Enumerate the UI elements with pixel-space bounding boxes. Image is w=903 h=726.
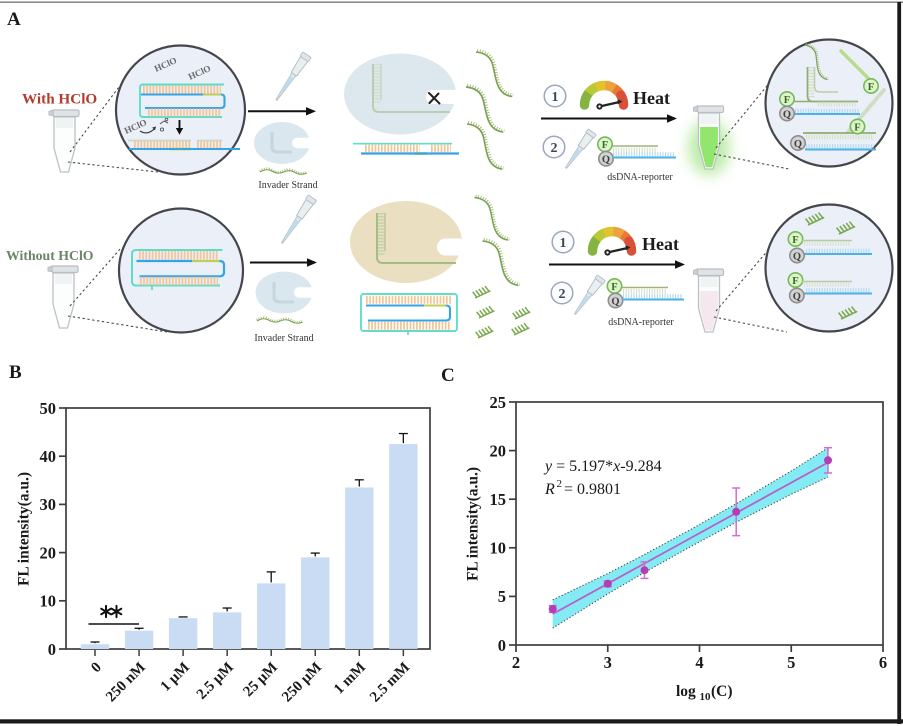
svg-text:50: 50 [40,399,57,418]
svg-text:1: 1 [552,90,559,105]
svg-text:Q: Q [611,296,619,307]
svg-text:2: 2 [559,287,566,302]
svg-text:10: 10 [40,592,57,611]
svg-text:FL intensity(a.u.): FL intensity(a.u.) [465,467,482,581]
svg-text:Invader Strand: Invader Strand [254,333,313,344]
svg-text:Q: Q [793,251,801,262]
svg-text:4: 4 [695,653,703,672]
svg-text:6: 6 [879,653,887,672]
svg-text:F: F [868,82,874,93]
svg-text:40: 40 [40,447,57,466]
svg-text:F: F [602,140,608,151]
svg-text:Invader Strand: Invader Strand [258,180,317,191]
svg-text:log: log [676,683,696,700]
svg-text:Q: Q [794,139,802,150]
svg-text:20: 20 [40,543,57,562]
svg-text:0: 0 [48,640,56,659]
svg-text:1: 1 [560,236,567,251]
svg-text:F: F [792,276,798,287]
svg-text:Heat: Heat [642,234,679,254]
svg-text:dsDNA-reporter: dsDNA-reporter [607,172,673,183]
svg-text:dsDNA-reporter: dsDNA-reporter [608,317,674,328]
svg-text:Q: Q [793,291,801,302]
svg-text:5: 5 [498,587,506,606]
svg-text:Q: Q [783,109,791,120]
svg-text:15: 15 [490,490,507,509]
svg-text:A: A [7,9,21,30]
svg-text:F: F [611,282,617,293]
svg-text:R: R [544,481,555,498]
svg-text:F: F [784,95,790,106]
svg-text:(C): (C) [711,683,733,700]
svg-text:10: 10 [700,691,712,703]
svg-text:Q: Q [602,155,610,166]
svg-text:With HClO: With HClO [22,91,97,108]
svg-text:2: 2 [551,141,558,156]
svg-text:y = 5.197*x-9.284: y = 5.197*x-9.284 [543,458,662,475]
svg-text:2: 2 [512,653,520,672]
svg-text:= 0.9801: = 0.9801 [564,481,621,498]
svg-text:F: F [854,122,860,133]
svg-text:Heat: Heat [633,88,670,108]
svg-text:20: 20 [490,441,507,460]
svg-text:10: 10 [490,539,507,558]
svg-text:25: 25 [490,393,507,412]
svg-text:Without HClO: Without HClO [6,248,94,263]
svg-text:FL intensity(a.u.): FL intensity(a.u.) [16,472,33,586]
svg-text:0: 0 [498,636,506,655]
svg-text:F: F [792,235,798,246]
svg-text:2: 2 [557,478,563,490]
svg-text:B: B [9,362,22,383]
svg-text:30: 30 [40,495,57,514]
svg-text:3: 3 [604,653,612,672]
svg-text:5: 5 [787,653,795,672]
svg-text:C: C [441,365,455,386]
